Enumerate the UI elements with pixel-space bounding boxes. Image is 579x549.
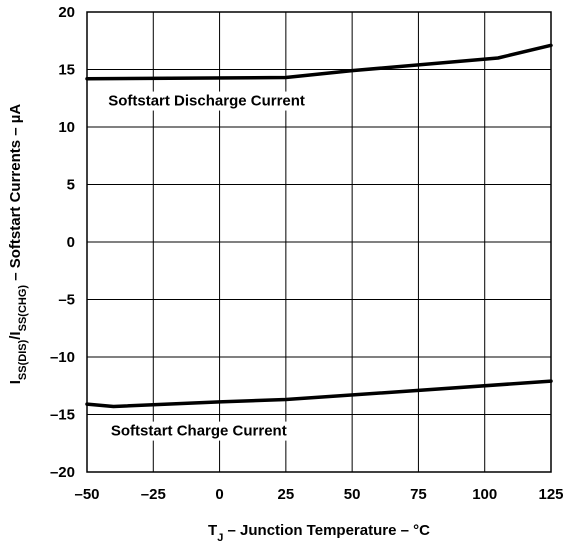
y-axis-title: ISS(DIS)/ISS(CHG) – Softstart Currents –… [7, 104, 29, 385]
x-tick-label: 75 [410, 486, 427, 503]
x-tick-label: 25 [278, 486, 295, 503]
y-tick-label: –5 [58, 292, 75, 309]
x-axis-title: TJ – Junction Temperature – °C [208, 522, 430, 544]
y-tick-label: –10 [50, 349, 75, 366]
annotation: Softstart Discharge Current [104, 91, 309, 111]
y-tick-label: 10 [58, 119, 75, 136]
x-tick-label: 100 [472, 486, 497, 503]
y-tick-label: –15 [50, 407, 75, 424]
y-tick-label: 0 [67, 234, 75, 251]
series-line [85, 43, 553, 81]
x-axis-ticks: –50 –25 0 25 50 75 100 125 [74, 486, 563, 503]
series-line [85, 379, 553, 409]
annotation: Softstart Charge Current [106, 421, 291, 441]
x-tick-label: 50 [344, 486, 361, 503]
x-tick-label: 125 [538, 486, 563, 503]
y-tick-label: 20 [58, 4, 75, 21]
y-axis-ticks: 20 15 10 5 0 –5 –10 –15 –20 [50, 4, 75, 481]
y-tick-label: –20 [50, 464, 75, 481]
annotation-label: Softstart Discharge Current [108, 93, 305, 110]
grid [87, 12, 551, 472]
y-tick-label: 5 [67, 177, 75, 194]
annotations: Softstart Discharge Current Softstart Cha… [104, 91, 309, 441]
plot-frame [86, 11, 552, 473]
x-tick-label: –50 [74, 486, 99, 503]
annotation-label: Softstart Charge Current [111, 423, 287, 440]
series-layer [85, 43, 553, 409]
x-tick-label: 0 [215, 486, 223, 503]
x-tick-label: –25 [141, 486, 166, 503]
y-tick-label: 15 [58, 62, 75, 79]
annotation-background [106, 421, 291, 441]
annotation-background [104, 91, 309, 111]
